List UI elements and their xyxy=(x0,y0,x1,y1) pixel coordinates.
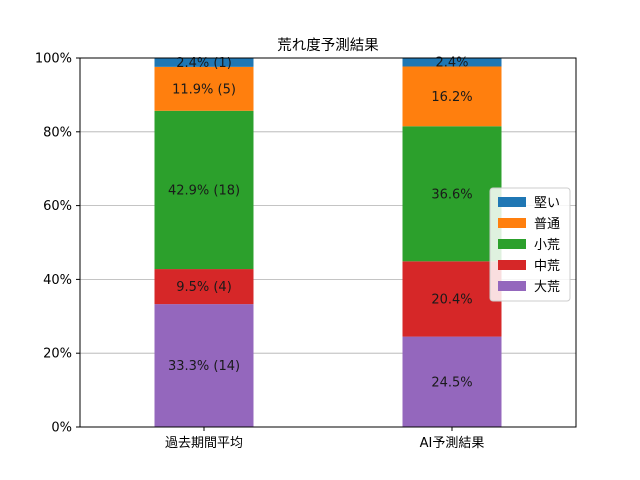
legend-swatch xyxy=(498,281,526,291)
bar-segment xyxy=(402,66,502,127)
bar-value-label: 9.5% (4) xyxy=(176,280,232,295)
bar-segment xyxy=(154,110,254,270)
legend-label: 堅い xyxy=(534,196,560,211)
chart-title: 荒れ度予測結果 xyxy=(277,37,379,54)
x-tick-label: AI予測結果 xyxy=(420,436,485,451)
legend-label: 小荒 xyxy=(534,238,560,253)
bar-value-label: 16.2% xyxy=(431,90,472,105)
legend-label: 中荒 xyxy=(534,259,560,274)
bar-value-label: 20.4% xyxy=(431,292,472,307)
bar-value-label: 11.9% (5) xyxy=(172,82,236,97)
y-tick-label: 60% xyxy=(43,199,72,214)
y-tick-label: 0% xyxy=(51,421,72,436)
bar-segment xyxy=(154,58,254,67)
bar-value-label: 2.4% xyxy=(435,56,468,71)
bar-value-label: 24.5% xyxy=(431,375,472,390)
legend-swatch xyxy=(498,218,526,228)
bar-value-label: 2.4% (1) xyxy=(176,56,232,71)
axes: 0% 20% 40% 60% 80% 100% 過去期間平均 AI予測結果 xyxy=(35,52,577,451)
legend-swatch xyxy=(498,239,526,249)
legend-swatch xyxy=(498,260,526,270)
y-tick-label: 40% xyxy=(43,273,72,288)
y-tick-label: 80% xyxy=(43,125,72,140)
bars xyxy=(154,57,502,427)
legend-label: 大荒 xyxy=(534,280,560,295)
bar-value-label: 42.9% (18) xyxy=(168,183,240,198)
y-tick-label: 20% xyxy=(43,347,72,362)
legend-swatch xyxy=(498,197,526,207)
legend-box xyxy=(489,187,571,302)
bar-segment xyxy=(154,304,254,427)
bar-value-label: 36.6% xyxy=(431,187,472,202)
bar-segment xyxy=(154,269,254,305)
bar-segment xyxy=(402,57,502,67)
bar-value-label: 33.3% (14) xyxy=(168,359,240,374)
legend-label: 普通 xyxy=(534,217,560,232)
bar-segment xyxy=(402,261,502,337)
bar-segment xyxy=(154,66,254,111)
data-labels: 33.3% (14) 24.5% 9.5% (4) 20.4% 42.9% (18) 36… xyxy=(168,56,473,391)
bar-segment xyxy=(402,126,502,262)
x-tick-label: 過去期間平均 xyxy=(165,436,243,451)
bar-segment xyxy=(402,336,502,427)
plot-frame xyxy=(79,57,577,428)
y-tick-label: 100% xyxy=(35,52,72,67)
